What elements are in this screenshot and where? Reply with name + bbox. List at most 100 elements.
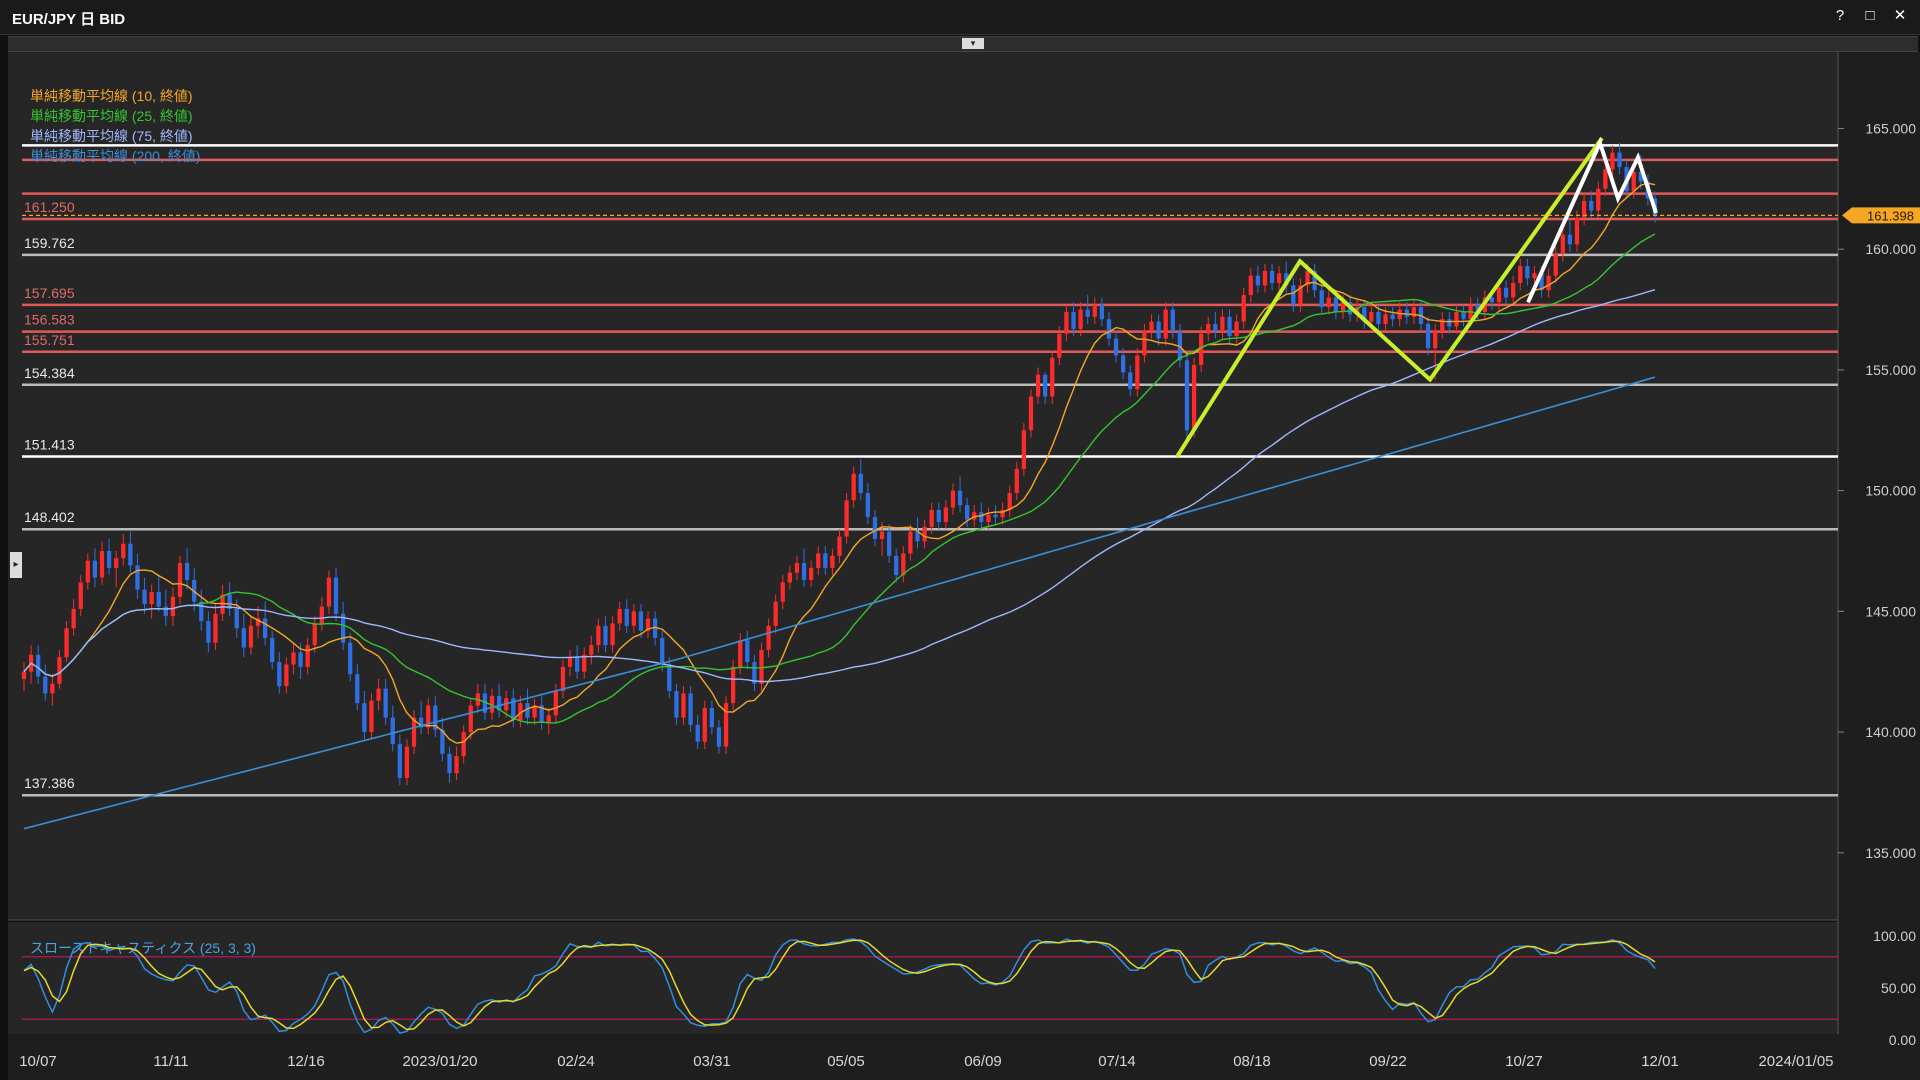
level-label: 159.762	[24, 235, 75, 251]
level-label: 157.695	[24, 285, 75, 301]
candle-body	[106, 550, 112, 568]
legend-entry[interactable]: 単純移動平均線 (75, 終値)	[30, 128, 193, 144]
candle-body	[1511, 282, 1516, 298]
x-tick-label: 06/09	[964, 1053, 1002, 1070]
candle-body	[206, 621, 211, 643]
candle-body	[1489, 297, 1495, 303]
candle-body	[816, 553, 821, 568]
candle-body	[603, 625, 608, 646]
candle-body	[1248, 275, 1253, 296]
candle-body	[1092, 304, 1097, 317]
candle-body	[1383, 314, 1388, 325]
zigzag-pattern-green	[1175, 136, 1604, 458]
candle-body	[241, 628, 246, 648]
candle-body	[1213, 324, 1218, 332]
x-tick-label: 09/22	[1369, 1053, 1407, 1070]
candle-body	[489, 695, 495, 713]
candle-body	[858, 473, 863, 494]
legend-entry[interactable]: 単純移動平均線 (200, 終値)	[30, 148, 200, 164]
candle-body	[773, 601, 778, 626]
candle-body	[362, 703, 367, 733]
sma-10-line	[23, 182, 1656, 744]
y-tick-label: 155.000	[1865, 362, 1916, 378]
candle-body	[1574, 217, 1580, 245]
candle-body	[376, 688, 381, 701]
candle-body	[745, 640, 750, 663]
price-axis	[1838, 52, 1920, 1034]
candle-body	[709, 707, 714, 728]
candle-body	[348, 642, 353, 675]
candle-body	[262, 618, 268, 638]
maximize-icon[interactable]: □	[1865, 7, 1875, 24]
candle-body	[1305, 270, 1310, 286]
candle-body	[1475, 304, 1480, 312]
candle-body	[731, 666, 736, 704]
x-tick-label: 11/11	[153, 1053, 188, 1070]
candle-body	[1525, 266, 1530, 279]
close-icon[interactable]: ✕	[1893, 7, 1907, 24]
candle-body	[43, 676, 48, 694]
candle-body	[1142, 331, 1147, 356]
candle-body	[624, 608, 629, 626]
candle-body	[426, 705, 431, 728]
candle-body	[830, 555, 835, 568]
candle-body	[468, 705, 473, 733]
candle-body	[894, 555, 899, 576]
candle-body	[1206, 324, 1211, 334]
candle-body	[170, 596, 176, 617]
candle-body	[1454, 311, 1459, 327]
candle-body	[589, 645, 594, 655]
candle-body	[801, 563, 807, 580]
candle-body	[1014, 468, 1019, 494]
candle-body	[411, 717, 417, 747]
candle-body	[1567, 234, 1573, 245]
candle-body	[1128, 372, 1133, 390]
candle-body	[809, 567, 814, 580]
candle-body	[972, 512, 977, 520]
legend-entry[interactable]: 単純移動平均線 (25, 終値)	[30, 108, 193, 124]
candle-body	[979, 512, 984, 523]
side-panel-toggle-icon[interactable]: ▸	[10, 552, 22, 578]
candle-body	[440, 729, 445, 754]
candle-body	[312, 623, 317, 646]
collapse-icon[interactable]: ▾	[962, 38, 984, 49]
candle-body	[1638, 171, 1643, 182]
level-label: 151.413	[24, 437, 75, 453]
candle-body	[21, 671, 27, 679]
candle-body	[1546, 275, 1551, 291]
candle-body	[553, 691, 558, 716]
candle-body	[1277, 273, 1282, 283]
candle-body	[1425, 324, 1431, 349]
candle-body	[1589, 200, 1594, 211]
candle-body	[1298, 285, 1303, 305]
candle-body	[1028, 396, 1034, 431]
candle-body	[950, 490, 956, 508]
candle-body	[1177, 331, 1183, 361]
candle-body	[688, 693, 693, 725]
candle-body	[1560, 234, 1565, 254]
y-tick-label: 135.000	[1865, 845, 1916, 861]
candle-body	[1078, 309, 1083, 329]
help-icon[interactable]: ?	[1835, 7, 1845, 24]
window-titlebar: EUR/JPY 日 BID ? □ ✕	[0, 0, 1920, 35]
current-price-label: 161.398	[1867, 208, 1914, 223]
legend-entry[interactable]: 単純移動平均線 (10, 終値)	[30, 88, 193, 104]
candle-body	[319, 606, 324, 624]
candle-body	[567, 657, 573, 667]
stochastics-y-tick-label: 0.00	[1889, 1032, 1916, 1048]
candle-body	[298, 652, 303, 667]
candle-body	[1496, 287, 1502, 303]
stochastics-y-tick-label: 100.00	[1873, 928, 1916, 944]
candle-body	[766, 625, 771, 650]
candle-body	[418, 717, 424, 728]
candle-body	[454, 756, 459, 774]
candle-body	[1227, 316, 1232, 337]
candle-body	[291, 652, 296, 665]
candle-body	[752, 662, 757, 684]
sma-75-line	[23, 289, 1656, 683]
candle-body	[617, 608, 622, 624]
candle-body	[936, 509, 941, 523]
candle-body	[1617, 152, 1622, 168]
candle-body	[794, 563, 800, 573]
